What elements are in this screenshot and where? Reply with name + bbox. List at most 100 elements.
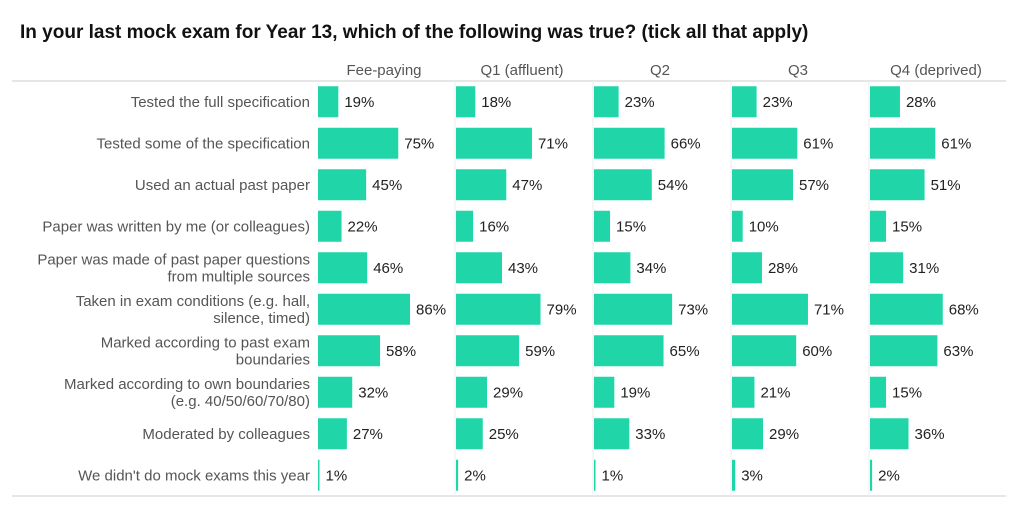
value-label: 1%	[602, 467, 624, 484]
bar	[318, 418, 347, 450]
category-label: Moderated by colleagues	[142, 426, 310, 443]
bar	[456, 127, 532, 159]
bar	[732, 459, 736, 491]
category-label: We didn't do mock exams this year	[78, 467, 310, 484]
value-label: 28%	[906, 94, 936, 111]
value-label: 10%	[749, 218, 779, 235]
value-label: 16%	[479, 218, 509, 235]
value-label: 86%	[416, 301, 446, 318]
value-label: 63%	[943, 343, 973, 360]
value-label: 61%	[941, 135, 971, 152]
value-label: 54%	[658, 177, 688, 194]
bar	[594, 335, 664, 367]
column-header: Q4 (deprived)	[890, 62, 982, 79]
value-label: 66%	[671, 135, 701, 152]
category-label: Tested the full specification	[131, 94, 310, 111]
value-label: 71%	[814, 301, 844, 318]
category-label: Paper was written by me (or colleagues)	[42, 218, 310, 235]
bar	[732, 127, 798, 159]
value-label: 73%	[678, 301, 708, 318]
chart-title: In your last mock exam for Year 13, whic…	[20, 22, 809, 43]
bar	[456, 86, 476, 118]
bar	[732, 86, 757, 118]
category-label: Paper was made of past paper questions	[37, 251, 310, 268]
category-label: Taken in exam conditions (e.g. hall,	[76, 293, 310, 310]
value-label: 29%	[493, 384, 523, 401]
category-label: Marked according to past exam	[101, 334, 310, 351]
bar	[594, 376, 615, 408]
bar	[870, 335, 938, 367]
value-label: 46%	[373, 260, 403, 277]
value-label: 71%	[538, 135, 568, 152]
value-label: 28%	[768, 260, 798, 277]
bar	[318, 335, 381, 367]
value-label: 23%	[763, 94, 793, 111]
bar	[732, 169, 793, 201]
value-label: 23%	[625, 94, 655, 111]
value-label: 22%	[348, 218, 378, 235]
value-label: 68%	[949, 301, 979, 318]
value-label: 1%	[326, 467, 348, 484]
bar	[456, 376, 488, 408]
category-label: boundaries	[236, 351, 310, 368]
value-label: 59%	[525, 343, 555, 360]
bar	[870, 127, 936, 159]
column-header: Q1 (affluent)	[480, 62, 563, 79]
value-label: 18%	[481, 94, 511, 111]
value-label: 65%	[670, 343, 700, 360]
bar	[870, 169, 925, 201]
value-label: 33%	[635, 426, 665, 443]
category-label: Tested some of the specification	[97, 135, 310, 152]
value-label: 27%	[353, 426, 383, 443]
bar	[594, 293, 673, 325]
value-label: 21%	[760, 384, 790, 401]
value-label: 2%	[878, 467, 900, 484]
value-label: 75%	[404, 135, 434, 152]
bar	[318, 169, 367, 201]
value-label: 57%	[799, 177, 829, 194]
value-label: 32%	[358, 384, 388, 401]
value-label: 29%	[769, 426, 799, 443]
bar	[318, 376, 353, 408]
bar	[456, 335, 520, 367]
bar	[594, 127, 665, 159]
bar	[456, 210, 474, 242]
value-label: 3%	[741, 467, 763, 484]
value-label: 51%	[931, 177, 961, 194]
category-label: Used an actual past paper	[135, 177, 310, 194]
bar	[870, 459, 873, 491]
bar	[732, 418, 764, 450]
bar	[318, 127, 399, 159]
bar	[318, 293, 411, 325]
column-header: Q3	[788, 62, 808, 79]
category-label: silence, timed)	[213, 310, 310, 327]
value-label: 19%	[344, 94, 374, 111]
value-label: 31%	[909, 260, 939, 277]
value-label: 47%	[512, 177, 542, 194]
bar	[732, 376, 755, 408]
value-label: 34%	[636, 260, 666, 277]
bar	[456, 169, 507, 201]
column-header: Fee-paying	[346, 62, 421, 79]
bar	[870, 252, 904, 284]
bar	[318, 459, 320, 491]
value-label: 60%	[802, 343, 832, 360]
value-label: 61%	[803, 135, 833, 152]
bar	[318, 86, 339, 118]
bar	[732, 252, 762, 284]
category-label: Marked according to own boundaries	[64, 376, 310, 393]
bar	[870, 376, 887, 408]
value-label: 15%	[892, 218, 922, 235]
category-label: (e.g. 40/50/60/70/80)	[171, 393, 310, 410]
bar	[870, 293, 943, 325]
bar	[456, 459, 459, 491]
category-label: from multiple sources	[167, 268, 310, 285]
bar	[594, 418, 630, 450]
bar	[318, 210, 342, 242]
value-label: 19%	[620, 384, 650, 401]
bar	[870, 418, 909, 450]
bar	[732, 210, 743, 242]
value-label: 58%	[386, 343, 416, 360]
bar	[456, 418, 483, 450]
